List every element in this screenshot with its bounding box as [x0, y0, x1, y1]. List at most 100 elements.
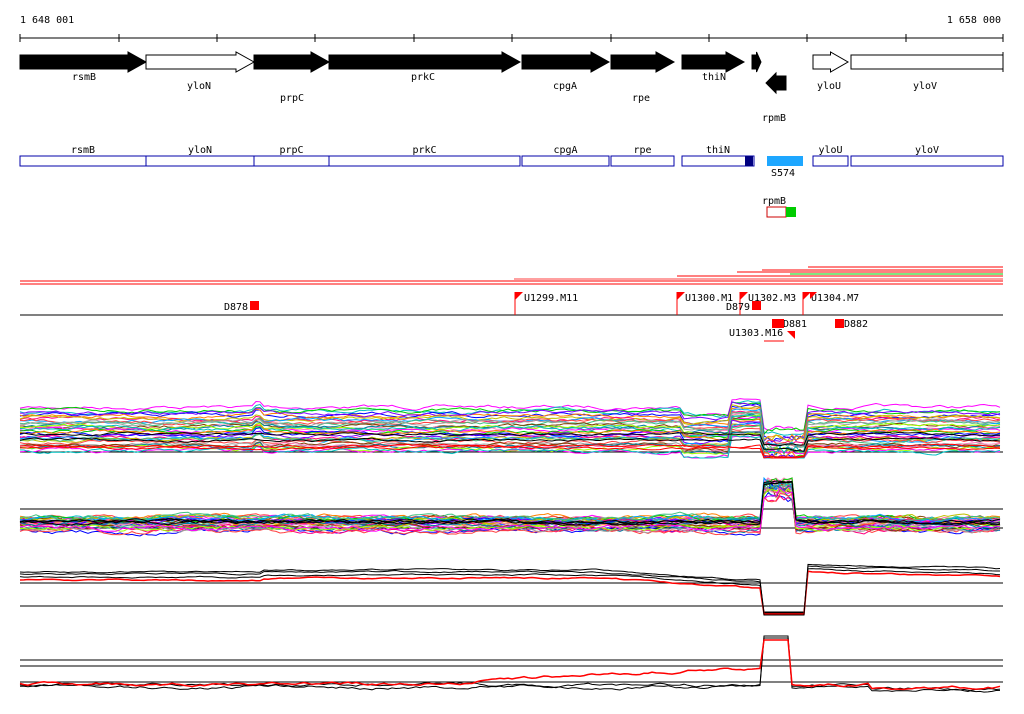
- gene-label-prpC: prpC: [280, 93, 304, 104]
- segment-label-D881: D881: [783, 319, 807, 330]
- gene-arrow-thiN[interactable]: [681, 51, 746, 73]
- segment-extra-flag-1: [740, 292, 747, 299]
- ruler-start-label: 1 648 001: [20, 15, 74, 26]
- expression-track-1: [19, 398, 1003, 459]
- expr-track-1-line-2: [19, 401, 1001, 436]
- segment-marker-D878[interactable]: [250, 301, 259, 310]
- annotation-label-prpC: prpC: [279, 145, 303, 156]
- expr-track-2-ref-2: [19, 481, 1001, 526]
- segment-marker-D879[interactable]: [752, 301, 761, 310]
- expr-track-1-ref-0: [19, 437, 1001, 452]
- annotation-box-cpgA[interactable]: [521, 155, 610, 167]
- expr-track-2-line-14: [19, 480, 1001, 524]
- expr-track-4-line-0: [19, 635, 1001, 693]
- srna-label: S574: [771, 168, 795, 179]
- gene-arrow-rsmB[interactable]: [19, 51, 148, 73]
- operon-box-green[interactable]: [786, 207, 796, 217]
- operon-feature[interactable]: rpmB: [762, 196, 796, 218]
- segment-label-U1299.M11: U1299.M11: [524, 293, 578, 304]
- expr-track-1-line-0: [19, 398, 1001, 432]
- gene-label-rsmB: rsmB: [72, 72, 96, 83]
- expr-track-3-line-3: [19, 563, 1001, 616]
- gene-arrow-prkC[interactable]: [328, 51, 522, 73]
- expr-track-2-line-23: [19, 478, 1001, 522]
- transcript-lines: [20, 266, 1003, 285]
- gene-arrow-yloV[interactable]: [850, 52, 1004, 72]
- annotation-label-prkC: prkC: [412, 145, 436, 156]
- segment-flag-U1299.M11[interactable]: [515, 292, 523, 300]
- expr-track-1-line-20: [19, 418, 1001, 459]
- expr-track-1-line-9: [19, 411, 1001, 448]
- expr-track-1-line-7: [19, 404, 1001, 442]
- operon-box-red[interactable]: [766, 206, 787, 218]
- gene-arrow-cpgA[interactable]: [521, 51, 611, 73]
- expr-track-1-line-5: [19, 401, 1001, 443]
- gene-label-yloV: yloV: [913, 81, 937, 92]
- gene-label-cpgA: cpgA: [553, 81, 577, 92]
- segment-flag-U1303.M16[interactable]: [787, 331, 795, 339]
- segment-label-D879: D879: [726, 302, 750, 313]
- expression-track-2: [19, 476, 1003, 537]
- gene-label-rpmB: rpmB: [762, 113, 786, 124]
- expr-track-1-line-21: [19, 419, 1001, 459]
- annotation-label-rpe: rpe: [633, 145, 651, 156]
- expr-track-2-line-27: [19, 481, 1001, 530]
- srna-box[interactable]: [767, 156, 803, 166]
- expr-track-1-ref-2: [19, 445, 1001, 459]
- gene-label-thiN: thiN: [702, 72, 726, 83]
- operon-label: rpmB: [762, 196, 786, 207]
- annotation-thiN-dark-mark: [745, 156, 753, 166]
- annotation-box-yloU[interactable]: [812, 155, 849, 167]
- annotation-box-prpC[interactable]: [253, 155, 330, 167]
- annotation-box-thiN[interactable]: [681, 155, 755, 167]
- annotation-box-rsmB[interactable]: [19, 155, 147, 167]
- gene-label-prkC: prkC: [411, 72, 435, 83]
- segment-marker-D882[interactable]: [835, 319, 844, 328]
- expr-track-1-line-19: [19, 421, 1001, 459]
- segment-flag-U1304.M7[interactable]: [803, 292, 811, 300]
- expr-track-2-line-29: [19, 487, 1000, 532]
- segment-label-D878: D878: [224, 302, 248, 313]
- expr-track-3-line-1: [19, 568, 1001, 614]
- gene-arrow-unnamed-7[interactable]: [751, 51, 762, 73]
- annotation-box-rpe[interactable]: [610, 155, 675, 167]
- expression-track-3: [19, 563, 1003, 616]
- annotation-box-yloN[interactable]: [145, 155, 255, 167]
- srna-feature[interactable]: S574: [767, 156, 803, 179]
- segment-label-U1303.M16: U1303.M16: [729, 328, 783, 339]
- segment-marker-D881[interactable]: [772, 319, 781, 328]
- gene-arrow-rpmB[interactable]: [765, 71, 787, 95]
- expression-track-4: [19, 635, 1003, 693]
- annotation-label-yloU: yloU: [818, 145, 842, 156]
- segment-label-U1300.M1: U1300.M1: [685, 293, 733, 304]
- expr-track-1-line-33: [19, 435, 1001, 459]
- annotation-label-yloV: yloV: [915, 145, 939, 156]
- annotation-box-yloV[interactable]: [850, 155, 1004, 167]
- expr-track-1-line-17: [19, 414, 1001, 454]
- expr-track-1-ref-3: [19, 431, 1001, 447]
- gene-arrow-yloN[interactable]: [145, 51, 256, 73]
- annotation-label-yloN: yloN: [188, 145, 212, 156]
- segment-label-U1304.M7: U1304.M7: [811, 293, 859, 304]
- segment-extra-square: [777, 319, 784, 328]
- expr-track-3-line-0: [19, 565, 1000, 613]
- gene-track: rsmB yloN prpC prkC cpgA rpe thiN rpmB yloU yloV: [19, 51, 1004, 124]
- segment-label-U1302.M3: U1302.M3: [748, 293, 796, 304]
- gene-arrow-prpC[interactable]: [253, 51, 331, 73]
- expr-track-1-line-11: [19, 411, 1001, 449]
- gene-label-rpe: rpe: [632, 93, 650, 104]
- expr-track-4-line-2: [19, 639, 1001, 691]
- gene-arrow-rpe[interactable]: [610, 51, 676, 73]
- gene-arrow-yloU[interactable]: [812, 51, 850, 73]
- segment-extra-flag-0: [810, 292, 817, 299]
- expr-track-1-line-16: [19, 416, 1001, 455]
- segment-flag-U1300.M1[interactable]: [677, 292, 685, 300]
- expr-track-2-ref-1: [19, 480, 1001, 526]
- annotation-label-cpgA: cpgA: [553, 145, 577, 156]
- ruler-end-label: 1 658 000: [947, 15, 1001, 26]
- segment-label-D882: D882: [844, 319, 868, 330]
- annotation-box-prkC[interactable]: [328, 155, 521, 167]
- annotation-label-rsmB: rsmB: [71, 145, 95, 156]
